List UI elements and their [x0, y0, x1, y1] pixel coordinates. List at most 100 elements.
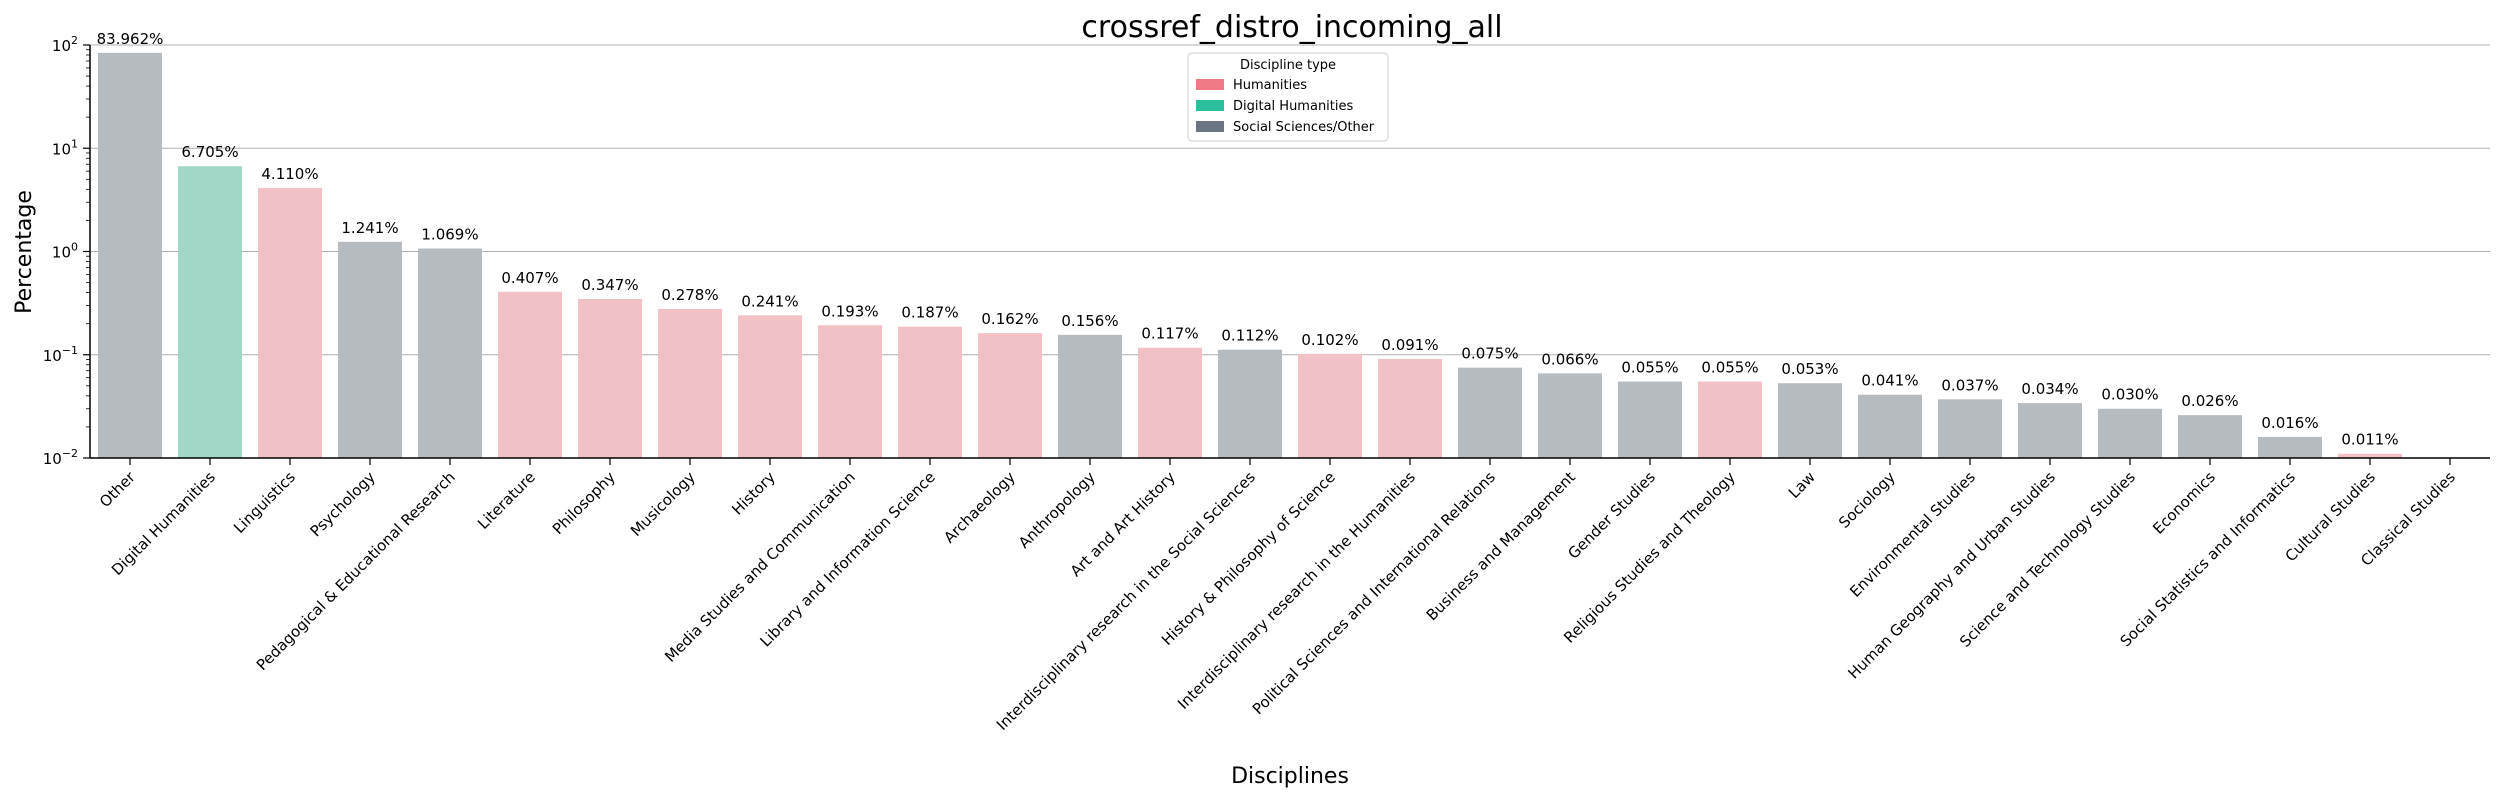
x-tick-label-economics: Economics — [2149, 468, 2219, 538]
bar-linguistics — [258, 188, 322, 458]
bar-other — [98, 52, 162, 459]
y-tick-base: 10 — [43, 450, 62, 468]
bar-anthropology — [1058, 334, 1122, 458]
data-label-musicology: 0.278% — [661, 286, 718, 304]
legend: Discipline type Humanities Digital Human… — [1187, 52, 1389, 142]
y-tick-base: 10 — [52, 244, 71, 262]
data-label-interdisciplinary-research-in-the-social-sciences: 0.112% — [1221, 327, 1278, 345]
bar-sociology — [1858, 394, 1922, 458]
bar-media-studies-and-communication — [818, 325, 882, 458]
data-label-history-philosophy-of-science: 0.102% — [1301, 331, 1358, 349]
chart-title: crossref_distro_incoming_all — [1081, 10, 1502, 45]
data-label-other: 83.962% — [97, 30, 164, 48]
x-tick-label-other: Other — [96, 468, 139, 511]
data-label-law: 0.053% — [1781, 360, 1838, 378]
y-tick-label: 100 — [52, 241, 78, 262]
data-label-art-and-art-history: 0.117% — [1141, 325, 1198, 343]
legend-label-humanities: Humanities — [1233, 78, 1307, 93]
x-tick-label-history-philosophy-of-science: History & Philosophy of Science — [1158, 468, 1339, 649]
data-label-political-sciences-and-international-relations: 0.075% — [1461, 345, 1518, 363]
x-tick-label-anthropology: Anthropology — [1015, 468, 1099, 552]
y-tick-exponent: −2 — [62, 447, 78, 460]
x-tick-label-religious-studies-and-theology: Religious Studies and Theology — [1560, 468, 1739, 647]
bar-art-and-art-history — [1138, 347, 1202, 458]
bar-digital-humanities — [178, 166, 242, 459]
data-label-anthropology: 0.156% — [1061, 312, 1118, 330]
x-tick-label-philosophy: Philosophy — [549, 468, 619, 538]
data-label-pedagogical-educational-research: 1.069% — [421, 226, 478, 244]
data-labels: 83.962% 6.705% 4.110% 1.241% 1.069% 0.407% 0.3… — [97, 30, 2399, 449]
data-label-digital-humanities: 6.705% — [181, 143, 238, 161]
bar-archaeology — [978, 333, 1042, 458]
bar-business-and-management — [1538, 373, 1602, 458]
bar-economics — [2178, 415, 2242, 458]
y-tick-base: 10 — [52, 140, 71, 158]
bar-library-and-information-science — [898, 326, 962, 458]
bar-religious-studies-and-theology — [1698, 381, 1762, 458]
bar-cultural-studies — [2338, 453, 2402, 458]
x-tick-label-library-and-information-science: Library and Information Science — [756, 468, 938, 650]
bar-philosophy — [578, 298, 642, 458]
data-label-economics: 0.026% — [2181, 392, 2238, 410]
data-label-history: 0.241% — [741, 292, 798, 310]
data-label-sociology: 0.041% — [1861, 372, 1918, 390]
bar-social-statistics-and-informatics — [2258, 436, 2322, 458]
grid-lines — [90, 44, 2490, 356]
x-tick-label-psychology: Psychology — [307, 468, 379, 540]
bar-literature — [498, 291, 562, 458]
data-label-interdisciplinary-research-in-the-humanities: 0.091% — [1381, 336, 1438, 354]
data-label-science-and-technology-studies: 0.030% — [2101, 386, 2158, 404]
bar-science-and-technology-studies — [2098, 408, 2162, 458]
data-label-religious-studies-and-theology: 0.055% — [1701, 359, 1758, 377]
data-label-archaeology: 0.162% — [981, 310, 1038, 328]
legend-title: Discipline type — [1240, 58, 1336, 73]
legend-swatch-humanities — [1196, 79, 1224, 90]
y-tick-exponent: −1 — [62, 344, 78, 357]
y-tick-label: 10−2 — [43, 447, 78, 468]
x-tick-label-law: Law — [1785, 468, 1819, 502]
y-tick-label: 101 — [52, 137, 78, 158]
bar-political-sciences-and-international-relations — [1458, 367, 1522, 458]
x-tick-label-literature: Literature — [474, 468, 539, 533]
data-label-social-statistics-and-informatics: 0.016% — [2261, 414, 2318, 432]
bar-history — [738, 315, 802, 458]
x-tick-label-science-and-technology-studies: Science and Technology Studies — [1956, 468, 2139, 651]
y-tick-exponent: 1 — [71, 137, 78, 150]
x-tick-label-musicology: Musicology — [627, 468, 699, 540]
legend-swatch-social-sciences-other — [1196, 121, 1224, 132]
x-tick-label-linguistics: Linguistics — [230, 468, 299, 537]
y-tick-base: 10 — [52, 37, 71, 55]
y-tick-base: 10 — [43, 347, 62, 365]
legend-frame — [1187, 52, 1389, 142]
x-tick-label-sociology: Sociology — [1835, 468, 1899, 532]
bar-interdisciplinary-research-in-the-social-sciences — [1218, 349, 1282, 458]
y-tick-label: 102 — [52, 34, 78, 55]
x-axis-label: Disciplines — [1231, 764, 1349, 789]
data-label-environmental-studies: 0.037% — [1941, 376, 1998, 394]
bar-law — [1778, 383, 1842, 458]
data-label-library-and-information-science: 0.187% — [901, 304, 958, 322]
bar-gender-studies — [1618, 381, 1682, 458]
data-label-gender-studies: 0.055% — [1621, 359, 1678, 377]
bars — [98, 52, 2402, 459]
data-label-media-studies-and-communication: 0.193% — [821, 302, 878, 320]
bar-history-philosophy-of-science — [1298, 353, 1362, 458]
data-label-literature: 0.407% — [501, 269, 558, 287]
bar-human-geography-and-urban-studies — [2018, 403, 2082, 458]
data-label-psychology: 1.241% — [341, 219, 398, 237]
legend-label-digital-humanities: Digital Humanities — [1233, 99, 1353, 114]
x-tick-label-archaeology: Archaeology — [940, 468, 1019, 547]
bar-environmental-studies — [1938, 399, 2002, 458]
y-tick-label: 10−1 — [43, 344, 78, 365]
legend-label-social-sciences-other: Social Sciences/Other — [1233, 120, 1375, 135]
data-label-business-and-management: 0.066% — [1541, 350, 1598, 368]
data-label-linguistics: 4.110% — [261, 165, 318, 183]
y-tick-exponent: 0 — [71, 241, 78, 254]
bar-interdisciplinary-research-in-the-humanities — [1378, 358, 1442, 458]
y-tick-exponent: 2 — [71, 34, 78, 47]
data-label-philosophy: 0.347% — [581, 276, 638, 294]
data-label-cultural-studies: 0.011% — [2341, 431, 2398, 449]
